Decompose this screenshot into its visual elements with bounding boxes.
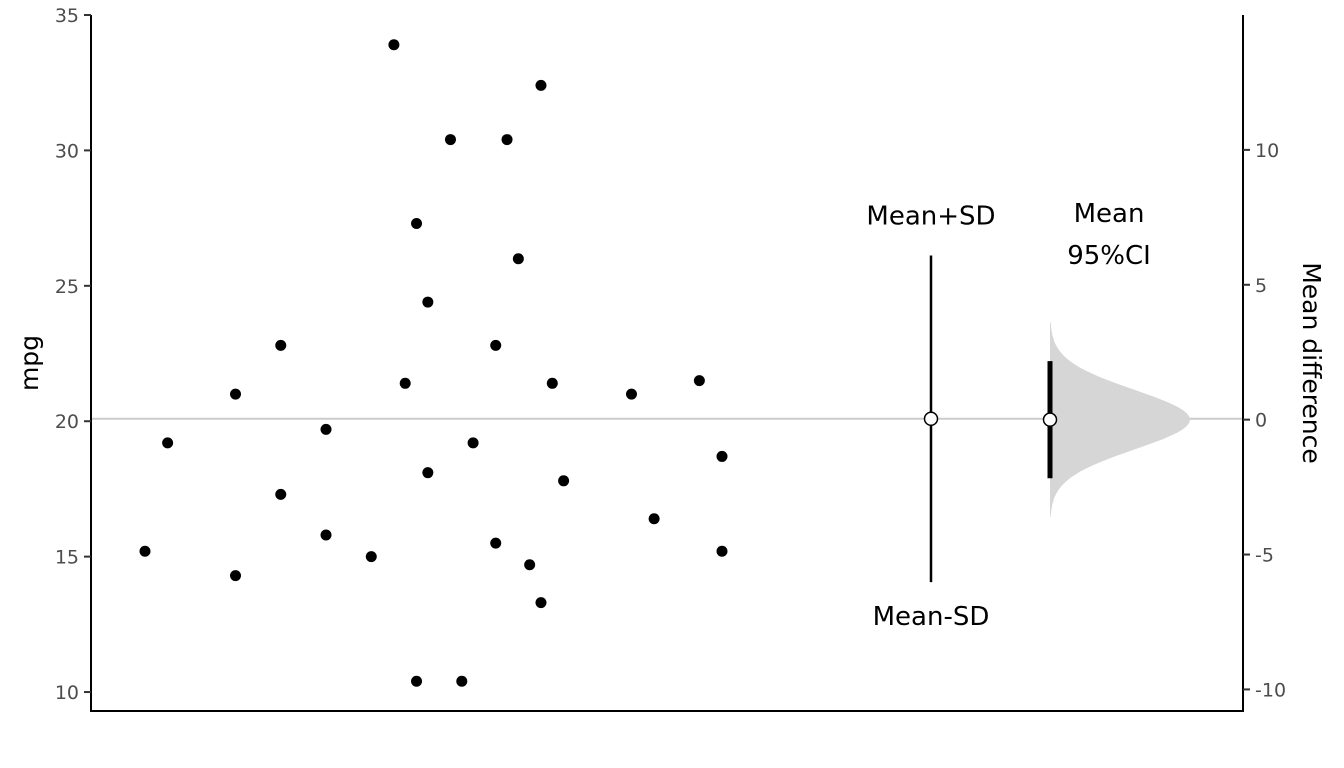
- data-point: [444, 134, 456, 146]
- mean-difference-density: [1050, 322, 1190, 517]
- data-point: [524, 559, 536, 571]
- data-point: [320, 529, 332, 541]
- data-point: [467, 437, 479, 449]
- y-tick-label: 20: [55, 411, 79, 433]
- data-point: [693, 375, 705, 387]
- y-tick-label: 15: [55, 547, 79, 569]
- data-point: [546, 377, 558, 389]
- y-tick-label: 35: [55, 5, 79, 27]
- data-point: [230, 570, 242, 582]
- data-point: [162, 437, 174, 449]
- data-point: [535, 597, 547, 609]
- data-point: [422, 296, 434, 308]
- data-point: [501, 134, 513, 146]
- data-point: [365, 551, 377, 563]
- mean-label: Mean: [1074, 199, 1145, 229]
- y-tick-label: 30: [55, 140, 79, 162]
- data-point: [648, 513, 660, 525]
- data-point: [139, 545, 151, 557]
- data-point: [399, 377, 411, 389]
- y-tick-label: 10: [55, 682, 79, 704]
- data-point: [388, 39, 400, 51]
- ci-label: 95%CI: [1067, 241, 1151, 271]
- secondary-y-tick-label: 0: [1255, 410, 1267, 432]
- data-point: [320, 423, 332, 435]
- mean-plus-sd-label: Mean+SD: [866, 201, 995, 231]
- secondary-y-tick-label: 5: [1255, 275, 1267, 297]
- data-point: [411, 218, 423, 230]
- secondary-y-tick-label: 10: [1255, 140, 1279, 162]
- data-point: [422, 467, 434, 479]
- mean-difference-marker: [1042, 412, 1058, 427]
- data-point: [535, 79, 547, 91]
- data-point: [411, 675, 423, 687]
- y-axis-label: mpg: [15, 335, 44, 391]
- secondary-y-axis-label: Mean difference: [1297, 262, 1326, 464]
- data-point: [625, 388, 637, 400]
- mean-marker: [923, 411, 939, 427]
- data-point: [716, 450, 728, 462]
- data-point: [558, 475, 570, 487]
- secondary-y-tick-label: -10: [1255, 679, 1286, 701]
- data-point: [716, 545, 728, 557]
- data-point: [490, 339, 502, 351]
- data-point: [490, 537, 502, 549]
- mean-minus-sd-label: Mean-SD: [873, 602, 990, 632]
- y-tick-label: 25: [55, 276, 79, 298]
- data-point: [512, 253, 524, 265]
- data-point: [456, 675, 468, 687]
- data-point: [275, 488, 287, 500]
- secondary-y-tick-label: -5: [1255, 545, 1274, 567]
- data-point: [275, 339, 287, 351]
- data-point: [230, 388, 242, 400]
